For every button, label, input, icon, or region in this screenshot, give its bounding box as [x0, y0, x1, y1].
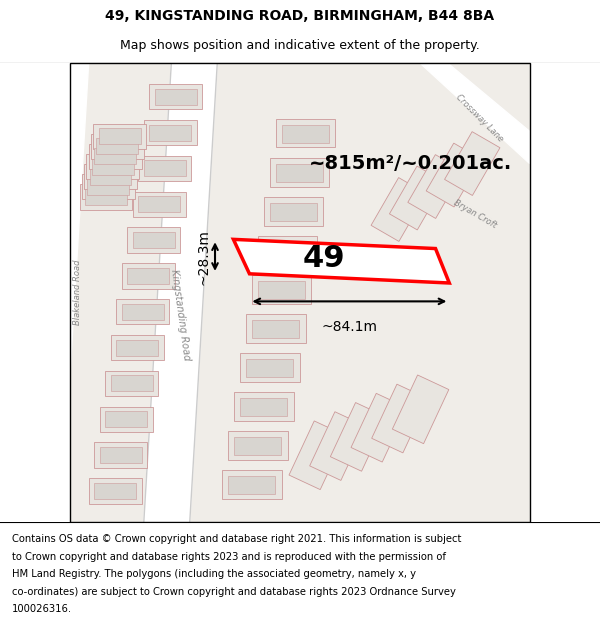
Bar	[426, 143, 482, 207]
Bar	[270, 202, 317, 221]
Bar	[144, 120, 197, 145]
Text: ~815m²/~0.201ac.: ~815m²/~0.201ac.	[309, 154, 512, 173]
Bar	[240, 353, 299, 382]
Bar	[111, 376, 152, 391]
Bar	[351, 393, 407, 462]
Text: Blakeland Road: Blakeland Road	[73, 259, 82, 325]
Bar	[139, 156, 191, 181]
Text: Contains OS data © Crown copyright and database right 2021. This information is : Contains OS data © Crown copyright and d…	[12, 534, 461, 544]
Bar	[88, 179, 129, 195]
Text: ~84.1m: ~84.1m	[322, 320, 377, 334]
Bar	[105, 371, 158, 396]
Bar	[79, 184, 133, 209]
Text: 49: 49	[302, 244, 345, 273]
Bar	[408, 154, 463, 219]
Bar	[92, 159, 134, 174]
Text: co-ordinates) are subject to Crown copyright and database rights 2023 Ordnance S: co-ordinates) are subject to Crown copyr…	[12, 587, 456, 597]
Bar	[89, 144, 142, 169]
Bar	[389, 166, 445, 230]
Bar	[310, 412, 366, 481]
Bar	[127, 228, 180, 253]
Bar	[149, 84, 202, 109]
Bar	[149, 124, 191, 141]
Text: to Crown copyright and database rights 2023 and is reproduced with the permissio: to Crown copyright and database rights 2…	[12, 552, 446, 562]
Bar	[246, 359, 293, 377]
Bar	[85, 189, 127, 205]
Bar	[94, 148, 136, 164]
Bar	[234, 392, 293, 421]
Bar	[139, 196, 180, 212]
Bar	[100, 407, 152, 432]
Bar	[94, 442, 147, 468]
Bar	[82, 174, 134, 199]
Text: ~28.3m: ~28.3m	[196, 229, 211, 284]
Bar	[105, 411, 147, 428]
Polygon shape	[34, 62, 89, 522]
Bar	[144, 161, 185, 176]
Bar	[275, 119, 335, 148]
Bar	[91, 134, 144, 159]
Bar	[222, 471, 281, 499]
Bar	[84, 164, 137, 189]
Bar	[97, 138, 139, 154]
Bar	[264, 197, 323, 226]
Bar	[94, 483, 136, 499]
Text: Crossway Lane: Crossway Lane	[454, 92, 505, 143]
Bar	[371, 177, 427, 241]
Bar	[252, 320, 299, 338]
Bar	[282, 124, 329, 143]
Polygon shape	[233, 239, 449, 283]
Bar	[240, 398, 287, 416]
Text: Kingstanding Road: Kingstanding Road	[169, 269, 192, 361]
Bar	[269, 158, 329, 186]
Text: 100026316.: 100026316.	[12, 604, 72, 614]
Bar	[127, 268, 169, 284]
Bar	[116, 339, 158, 356]
Bar	[289, 421, 346, 489]
Text: Bryan Croft: Bryan Croft	[452, 198, 497, 230]
Polygon shape	[419, 62, 530, 164]
Bar	[228, 431, 287, 460]
Bar	[133, 192, 185, 217]
Bar	[258, 236, 317, 264]
Bar	[99, 128, 140, 144]
Bar	[235, 437, 281, 455]
Bar	[155, 89, 197, 105]
Bar	[229, 476, 275, 494]
Text: HM Land Registry. The polygons (including the associated geometry, namely x, y: HM Land Registry. The polygons (includin…	[12, 569, 416, 579]
Bar	[445, 132, 500, 196]
Bar	[331, 402, 387, 471]
Bar	[116, 299, 169, 324]
Bar	[246, 314, 305, 342]
Polygon shape	[144, 62, 217, 522]
Bar	[122, 263, 175, 289]
Bar	[392, 375, 449, 444]
Bar	[89, 478, 142, 504]
Bar	[258, 281, 305, 299]
Bar	[111, 335, 164, 360]
Bar	[86, 154, 139, 179]
Bar	[122, 304, 164, 320]
Text: 49, KINGSTANDING ROAD, BIRMINGHAM, B44 8BA: 49, KINGSTANDING ROAD, BIRMINGHAM, B44 8…	[106, 9, 494, 22]
Bar	[93, 124, 146, 149]
Bar	[276, 164, 323, 182]
Bar	[133, 232, 175, 248]
Bar	[100, 447, 142, 463]
Bar	[264, 242, 311, 260]
Bar	[252, 275, 311, 304]
Bar	[89, 169, 131, 185]
Text: Map shows position and indicative extent of the property.: Map shows position and indicative extent…	[120, 39, 480, 51]
Bar	[371, 384, 428, 453]
